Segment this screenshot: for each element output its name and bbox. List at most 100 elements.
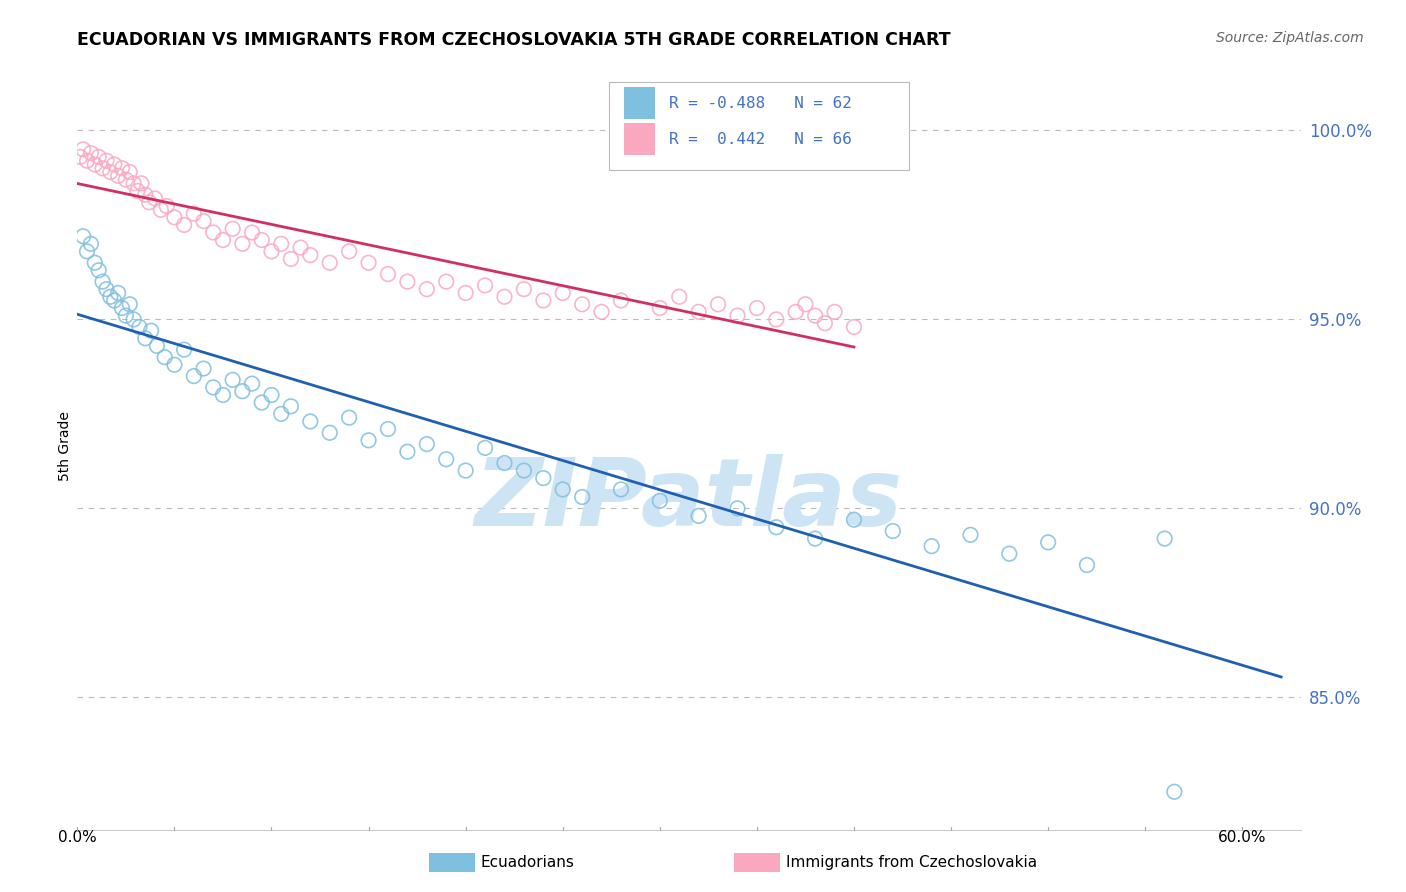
Point xyxy=(98,165,121,179)
Point xyxy=(96,282,118,296)
Point xyxy=(103,157,125,171)
FancyBboxPatch shape xyxy=(624,123,655,155)
Point xyxy=(551,285,574,300)
Point xyxy=(270,407,292,421)
Point xyxy=(212,388,235,402)
Point xyxy=(1076,558,1098,572)
Point xyxy=(138,195,160,210)
Point xyxy=(377,422,399,436)
Text: R =  0.442   N = 66: R = 0.442 N = 66 xyxy=(669,132,852,146)
Point xyxy=(96,153,118,168)
Point xyxy=(72,142,94,156)
Point xyxy=(87,150,110,164)
Point xyxy=(434,452,457,467)
Point xyxy=(111,301,134,315)
Point xyxy=(804,309,827,323)
Point xyxy=(688,508,710,523)
Point xyxy=(212,233,235,247)
Point xyxy=(240,376,263,391)
Point xyxy=(290,241,312,255)
Point xyxy=(131,177,153,191)
Point xyxy=(146,339,169,353)
Point xyxy=(76,153,98,168)
Point xyxy=(202,226,225,240)
Point xyxy=(91,161,114,176)
Point xyxy=(107,169,129,183)
Point xyxy=(531,293,554,308)
Point xyxy=(103,293,125,308)
Point xyxy=(139,324,162,338)
Point xyxy=(785,305,807,319)
Point xyxy=(921,539,943,553)
Point xyxy=(260,388,283,402)
Point xyxy=(434,275,457,289)
Point xyxy=(221,373,243,387)
Point xyxy=(149,202,172,217)
Point xyxy=(115,309,138,323)
Point xyxy=(280,252,302,266)
Point xyxy=(571,297,593,311)
Text: 0.0%: 0.0% xyxy=(58,830,97,845)
Point xyxy=(319,256,342,270)
Point xyxy=(156,199,179,213)
Point xyxy=(416,282,439,296)
Point xyxy=(299,414,322,428)
Point xyxy=(513,464,536,478)
Point xyxy=(727,501,749,516)
Point xyxy=(111,161,134,176)
Point xyxy=(193,214,215,228)
Point xyxy=(173,218,195,232)
Point xyxy=(118,165,141,179)
Point xyxy=(814,316,837,330)
Point xyxy=(83,256,105,270)
Point xyxy=(707,297,730,311)
Point xyxy=(591,305,613,319)
Point xyxy=(765,520,787,534)
Point xyxy=(72,229,94,244)
Point xyxy=(299,248,322,262)
Point xyxy=(83,157,105,171)
Point xyxy=(118,297,141,311)
Point xyxy=(163,211,186,225)
Point xyxy=(76,244,98,259)
Point xyxy=(648,493,671,508)
Point xyxy=(163,358,186,372)
Point xyxy=(824,305,846,319)
Text: Immigrants from Czechoslovakia: Immigrants from Czechoslovakia xyxy=(786,855,1038,870)
Point xyxy=(668,290,690,304)
Point xyxy=(337,410,360,425)
Point xyxy=(474,278,496,293)
Point xyxy=(454,464,477,478)
Point xyxy=(98,290,121,304)
Point xyxy=(69,150,91,164)
Point xyxy=(231,236,253,251)
Point xyxy=(727,309,749,323)
Point xyxy=(240,226,263,240)
Point xyxy=(513,282,536,296)
Point xyxy=(1153,532,1175,546)
Y-axis label: 5th Grade: 5th Grade xyxy=(58,411,72,481)
Point xyxy=(571,490,593,504)
Point xyxy=(416,437,439,451)
Point xyxy=(610,293,633,308)
Point xyxy=(319,425,342,440)
Point xyxy=(87,263,110,277)
Point xyxy=(143,192,166,206)
Point xyxy=(396,444,419,458)
Point xyxy=(270,236,292,251)
Point xyxy=(745,301,768,315)
Point xyxy=(122,312,145,326)
Point xyxy=(115,172,138,186)
Text: Ecuadorians: Ecuadorians xyxy=(481,855,575,870)
Text: Source: ZipAtlas.com: Source: ZipAtlas.com xyxy=(1216,31,1364,45)
Point xyxy=(80,146,103,161)
Point xyxy=(231,384,253,399)
Point xyxy=(551,483,574,497)
Point xyxy=(280,400,302,414)
Point xyxy=(128,320,150,334)
Text: ZIPatlas: ZIPatlas xyxy=(475,454,903,546)
Point xyxy=(260,244,283,259)
Point xyxy=(91,275,114,289)
Point xyxy=(842,320,865,334)
Point xyxy=(134,187,156,202)
